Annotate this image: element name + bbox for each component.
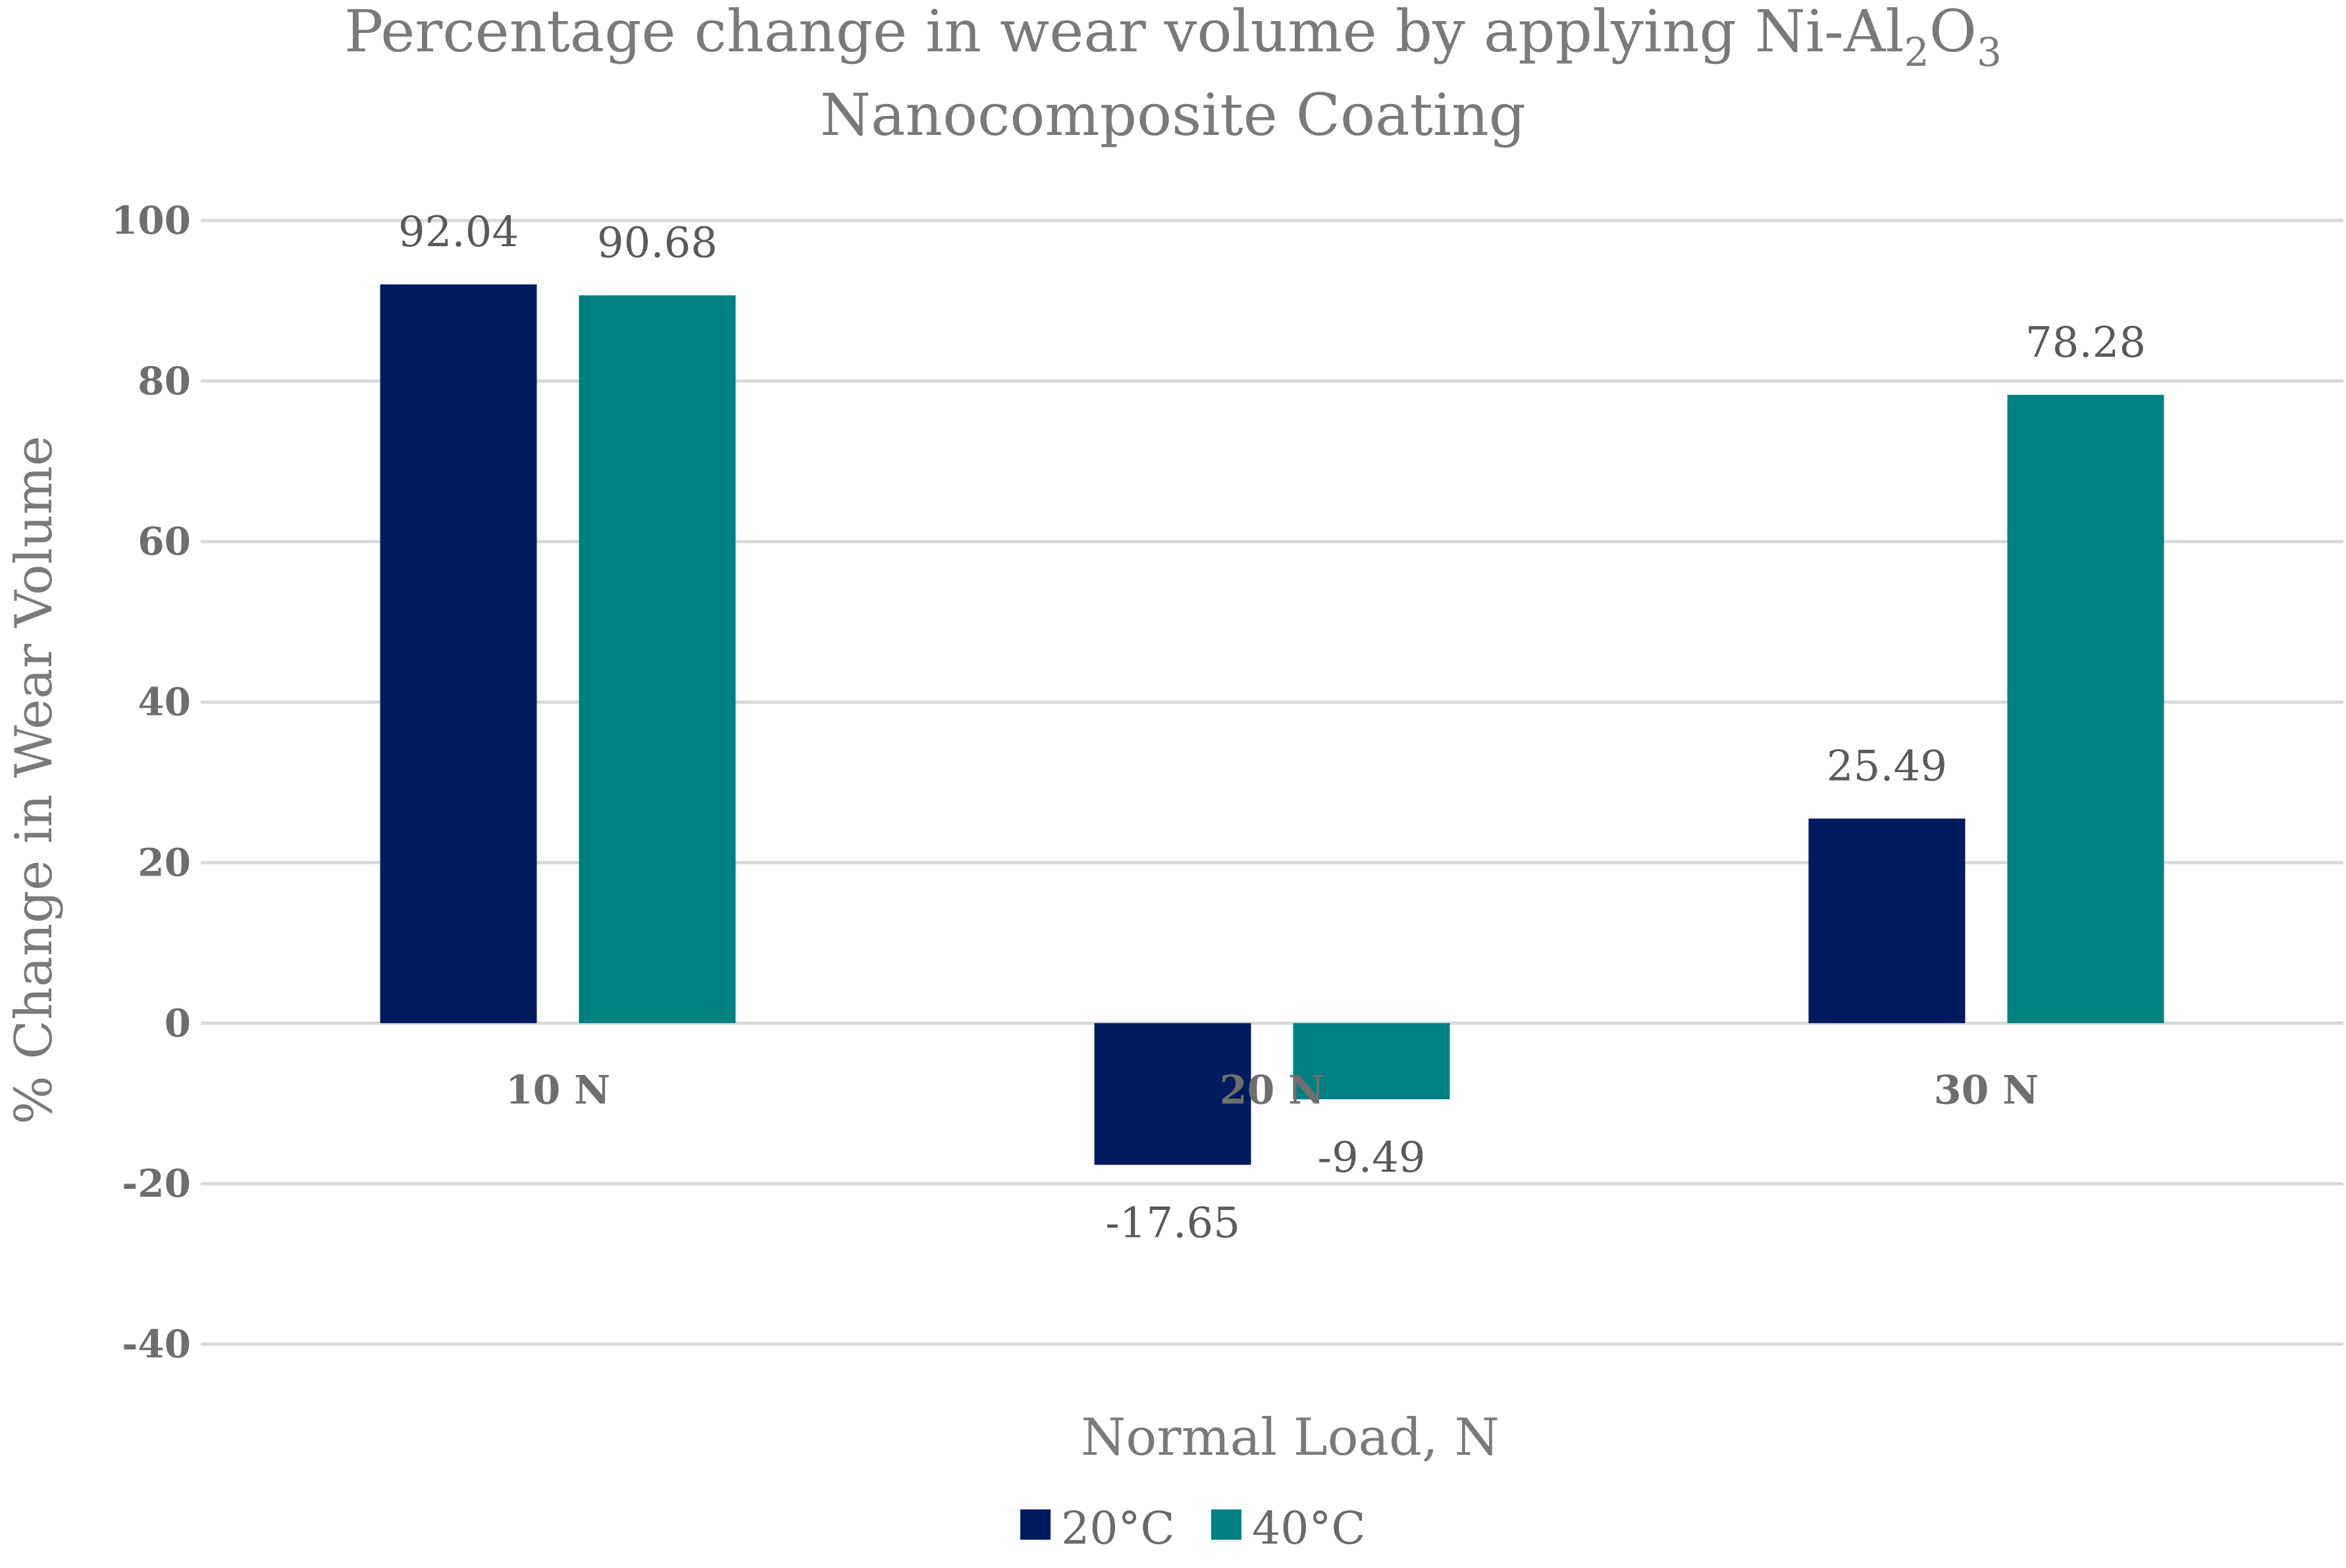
chart-title-subscript-2: 2	[1904, 30, 1929, 76]
data-label: 25.49	[1827, 742, 1947, 791]
bar-20°C-10 N	[380, 284, 537, 1024]
bar-20°C-30 N	[1808, 818, 1966, 1024]
legend-label: 20°C	[1061, 1503, 1175, 1555]
chart-title-line-2: Nanocomposite Coating	[820, 81, 1526, 149]
y-tick-label: 0	[165, 1001, 191, 1045]
data-label: -9.49	[1317, 1134, 1425, 1182]
x-axis-title: Normal Load, N	[1081, 1408, 1499, 1467]
y-tick-label: 40	[138, 680, 191, 725]
data-label: 92.04	[398, 208, 519, 257]
legend: 20°C 40°C	[1020, 1503, 1366, 1555]
bar-40°C-30 N	[2007, 394, 2164, 1024]
x-category-label: 30 N	[1934, 1067, 2039, 1113]
legend-swatch	[1020, 1509, 1051, 1540]
data-labels: 92.04 90.68 -17.65 -9.49 25.49 78.28	[398, 208, 2146, 1247]
data-label: 90.68	[597, 219, 717, 268]
y-tick-label: 80	[138, 359, 191, 404]
bars	[380, 284, 2164, 1165]
bar-40°C-10 N	[579, 295, 736, 1024]
gridlines	[201, 219, 2343, 1346]
y-tick-label: 100	[111, 198, 191, 243]
bar-40°C-20 N	[1293, 1023, 1450, 1099]
x-axis-category-labels: 10 N 20 N 30 N	[506, 1067, 2039, 1113]
y-tick-label: -20	[122, 1161, 191, 1206]
legend-swatch	[1211, 1509, 1241, 1540]
chart-title-main: Percentage change in wear volume by appl…	[344, 0, 1904, 65]
x-category-label: 10 N	[506, 1067, 610, 1113]
y-axis-title: % Change in Wear Volume	[5, 436, 64, 1124]
bar-20°C-20 N	[1094, 1023, 1251, 1165]
legend-label: 40°C	[1252, 1503, 1366, 1555]
y-tick-label: -40	[122, 1322, 191, 1367]
y-axis-tick-labels: 100 80 60 40 20 0 -20 -40	[111, 198, 191, 1367]
y-tick-label: 20	[138, 840, 191, 885]
y-tick-label: 60	[138, 519, 191, 564]
chart-title-oxygen: O	[1929, 0, 1977, 65]
data-label: -17.65	[1105, 1199, 1240, 1247]
data-label: 78.28	[2025, 319, 2146, 367]
chart-title-line-1: Percentage change in wear volume by appl…	[344, 0, 2002, 76]
x-category-label: 20 N	[1220, 1067, 1324, 1113]
chart-title-subscript-3: 3	[1977, 30, 2002, 76]
